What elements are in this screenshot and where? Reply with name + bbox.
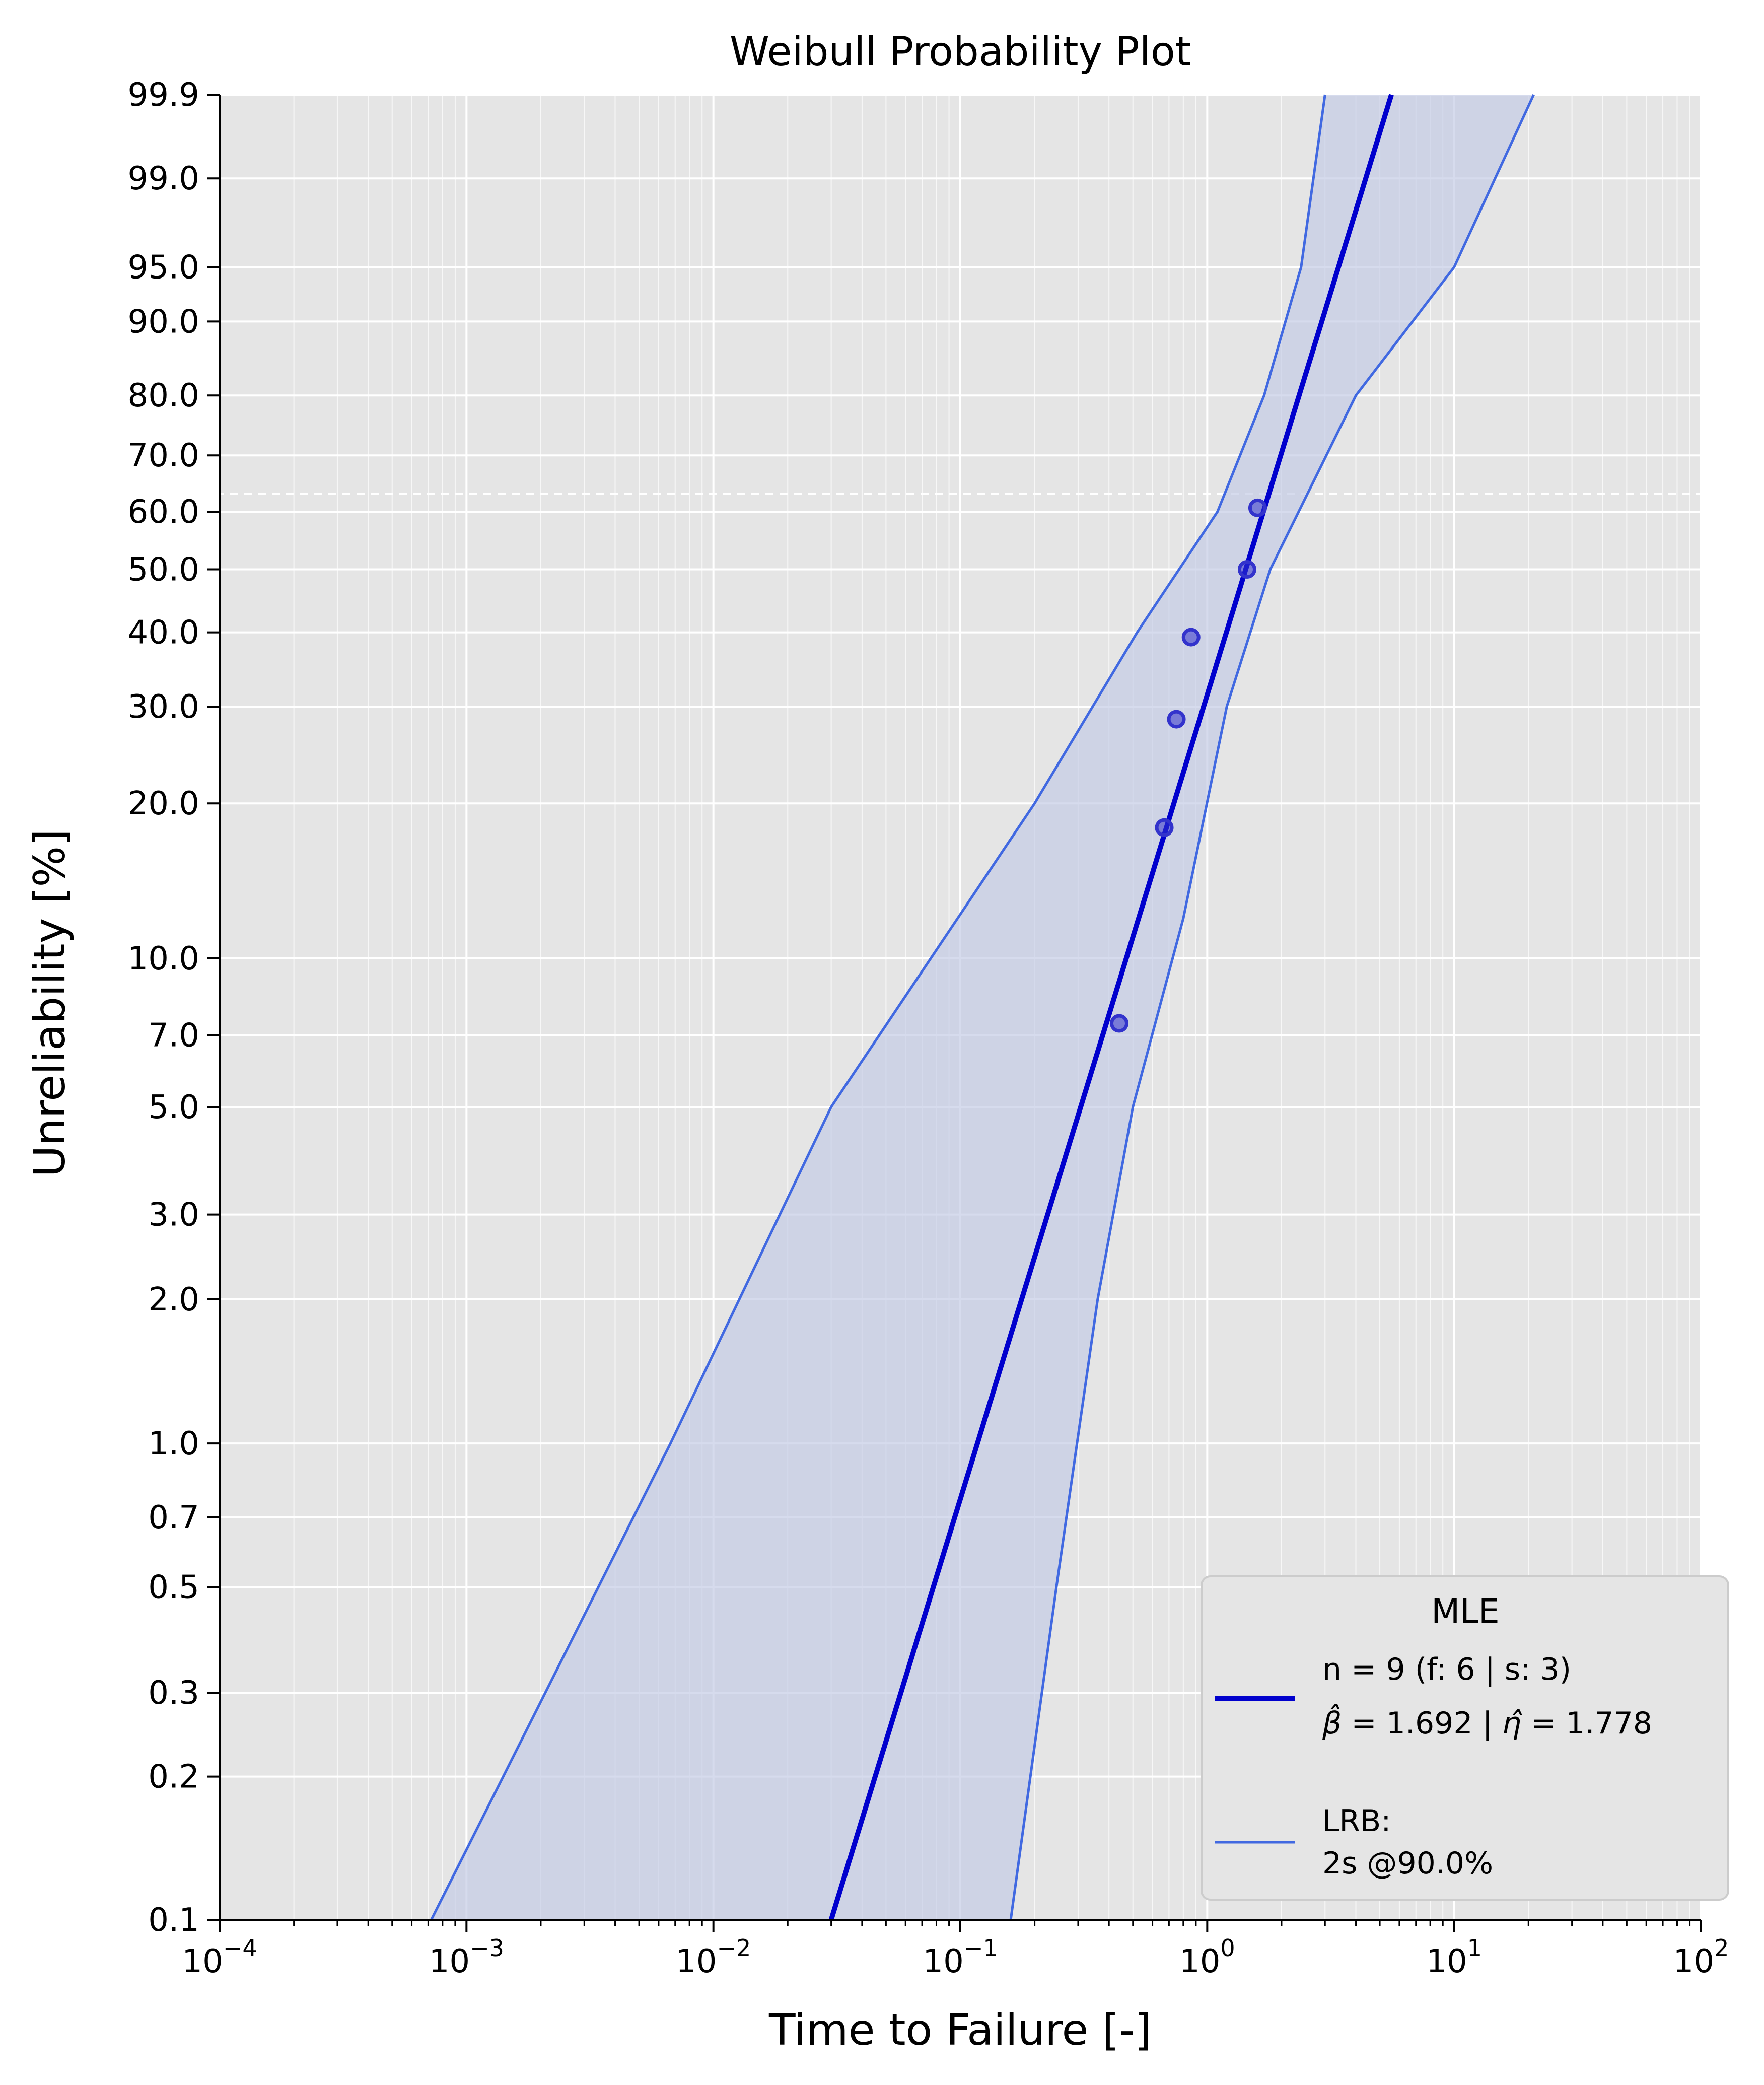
legend-bound-confidence: 2s @90.0% bbox=[1322, 1846, 1493, 1881]
y-tick-label: 7.0 bbox=[148, 1017, 199, 1055]
y-tick-label: 3.0 bbox=[148, 1197, 199, 1234]
y-tick-label: 70.0 bbox=[128, 437, 200, 474]
x-tick-label: 102 bbox=[1673, 1934, 1729, 1980]
legend-beta-value: 1.692 bbox=[1386, 1706, 1473, 1741]
y-tick-label: 99.0 bbox=[128, 160, 200, 197]
y-tick-label: 0.2 bbox=[148, 1759, 199, 1796]
y-tick-label: 80.0 bbox=[128, 377, 200, 414]
x-tick-label: 10−4 bbox=[182, 1934, 257, 1980]
y-axis-label: Unreliability [%] bbox=[25, 829, 75, 1177]
legend: MLE n = 9 (f: 6 | s: 3) β̂ = 1.692 | η̂ … bbox=[1201, 1575, 1729, 1901]
x-tick-label: 100 bbox=[1179, 1934, 1235, 1980]
data-point bbox=[1237, 560, 1256, 579]
upper-bound-line bbox=[430, 94, 1326, 1921]
data-point bbox=[1167, 710, 1186, 729]
y-tick-label: 2.0 bbox=[148, 1281, 199, 1318]
x-axis-label: Time to Failure [-] bbox=[768, 2005, 1152, 2055]
legend-eta-value: 1.778 bbox=[1566, 1706, 1652, 1741]
axes: 0.1 0.2 0.3 0.5 0.7 1.0 2.0 3.0 5.0 7.0 10.0 20.0 30… bbox=[128, 77, 1729, 1980]
y-tick-label: 95.0 bbox=[128, 249, 200, 287]
legend-fit-label: n = 9 (f: 6 | s: 3) bbox=[1322, 1652, 1571, 1687]
y-tick-label: 1.0 bbox=[148, 1425, 199, 1463]
y-tick-label: 0.1 bbox=[148, 1902, 199, 1939]
y-tick-label: 99.9 bbox=[128, 77, 200, 114]
y-tick-label: 0.7 bbox=[148, 1499, 199, 1537]
legend-title: MLE bbox=[1431, 1592, 1499, 1631]
data-point bbox=[1110, 1014, 1129, 1033]
y-tick-label: 0.3 bbox=[148, 1675, 199, 1712]
legend-box bbox=[1201, 1575, 1729, 1901]
x-tick-label: 10−1 bbox=[923, 1934, 998, 1980]
chart-title: Weibull Probability Plot bbox=[730, 28, 1191, 75]
x-tick-label: 10−2 bbox=[676, 1934, 751, 1980]
y-tick-label: 20.0 bbox=[128, 785, 200, 822]
y-tick-label: 50.0 bbox=[128, 551, 200, 589]
x-tick-label: 10−3 bbox=[429, 1934, 504, 1980]
confidence-band bbox=[431, 95, 1534, 1920]
legend-bound-label: LRB: bbox=[1322, 1803, 1391, 1839]
data-point bbox=[1248, 498, 1267, 517]
y-tick-label: 5.0 bbox=[148, 1089, 199, 1126]
data-point bbox=[1155, 818, 1174, 837]
confidence-band-fill bbox=[431, 95, 1534, 1920]
y-tick-label: 90.0 bbox=[128, 303, 200, 340]
data-point bbox=[1181, 628, 1201, 647]
y-tick-label: 40.0 bbox=[128, 614, 200, 652]
x-tick-label: 101 bbox=[1426, 1934, 1482, 1980]
y-tick-label: 0.5 bbox=[148, 1569, 199, 1606]
y-tick-label: 60.0 bbox=[128, 494, 200, 531]
y-tick-label: 30.0 bbox=[128, 688, 200, 726]
data-points bbox=[1110, 498, 1267, 1033]
legend-fit-params: β̂ = 1.692 | η̂ = 1.778 bbox=[1322, 1704, 1652, 1741]
lower-bound-line bbox=[1009, 94, 1535, 1920]
y-tick-label: 10.0 bbox=[128, 940, 200, 978]
